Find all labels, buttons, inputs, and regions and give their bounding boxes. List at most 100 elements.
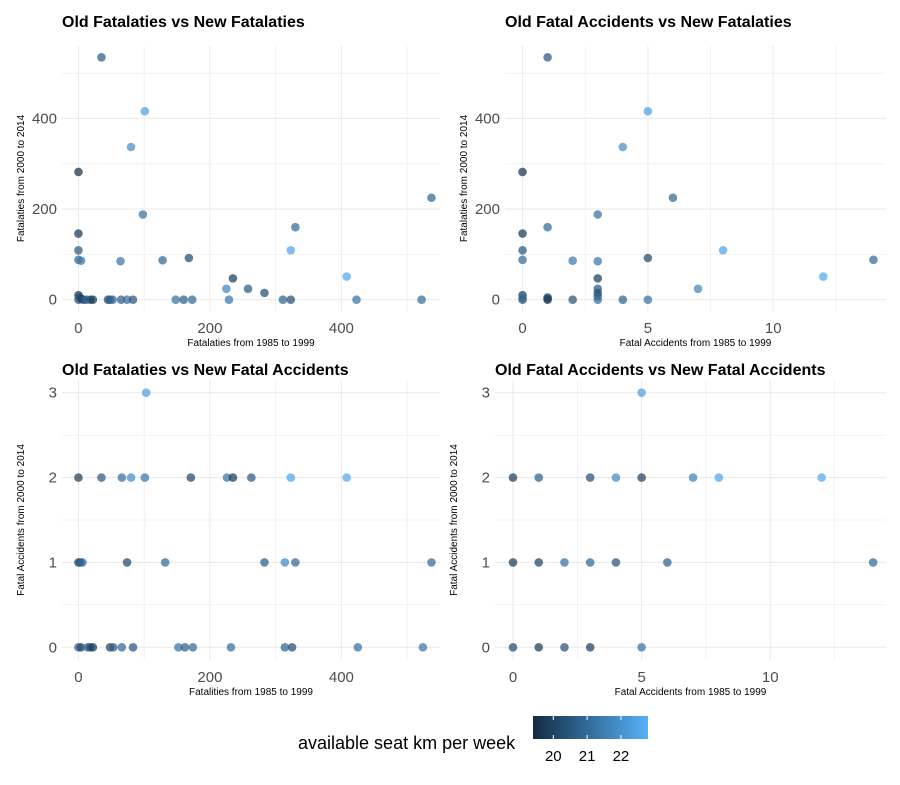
data-point [286, 473, 296, 482]
y-axis-label: Fatalaties from 2000 to 2014 [16, 114, 27, 242]
data-point [560, 558, 569, 567]
data-point [174, 642, 183, 652]
data-point [247, 473, 256, 482]
data-point [76, 642, 86, 652]
legend-ticks: 20 21 22 [545, 716, 629, 765]
data-point [128, 295, 138, 304]
y-tick-label: 0 [49, 639, 57, 656]
y-tick-label: 3 [49, 385, 57, 402]
y-tick-label: 3 [482, 385, 490, 402]
panel-3: Old Fatalaties vs New Fatal Accidents 0 20… [16, 362, 440, 698]
y-axis-label: Fatal Accidents from 2000 to 2014 [16, 444, 27, 596]
data-point [74, 167, 83, 177]
data-point [342, 473, 351, 482]
data-point [714, 473, 724, 482]
data-point [116, 256, 125, 266]
data-point [427, 193, 436, 203]
data-point [222, 284, 231, 294]
data-point [643, 253, 653, 263]
legend-title: available seat km per week [298, 733, 516, 753]
panel-title: Old Fatal Accidents vs New Fatalaties [505, 14, 792, 31]
data-point [97, 473, 106, 482]
data-point [280, 642, 290, 652]
data-point [76, 256, 86, 266]
x-axis-label: Fatalities from 1985 to 1999 [189, 687, 313, 698]
data-point [108, 295, 117, 304]
data-point [187, 295, 197, 304]
data-point [260, 558, 269, 567]
data-point [817, 473, 826, 482]
x-tick-label: 200 [197, 669, 222, 686]
legend-colorbar [533, 716, 648, 739]
x-tick-label: 0 [74, 669, 82, 686]
x-axis-label: Fatal Accidents from 1985 to 1999 [620, 338, 772, 349]
data-point [593, 274, 603, 283]
grid-lines [495, 380, 886, 660]
data-point [518, 255, 527, 265]
data-point [74, 473, 83, 482]
x-tick-label: 5 [644, 320, 652, 337]
grid-lines [62, 380, 440, 660]
legend-tick-label: 22 [613, 748, 630, 765]
data-point [585, 558, 595, 567]
data-point [611, 558, 621, 567]
data-point [543, 53, 552, 62]
x-tick-label: 400 [329, 320, 354, 337]
x-tick-label: 0 [518, 320, 526, 337]
data-point [88, 642, 98, 652]
data-point [186, 473, 196, 482]
data-point [291, 222, 300, 232]
data-point [260, 288, 269, 298]
data-point [122, 295, 132, 304]
data-point [226, 642, 236, 652]
data-point [693, 284, 703, 294]
panel-4: Old Fatal Accidents vs New Fatal Acciden… [449, 362, 886, 698]
x-tick-label: 5 [637, 669, 645, 686]
data-point [534, 642, 544, 652]
data-point [126, 142, 136, 152]
data-point [353, 642, 363, 652]
data-point [188, 642, 198, 652]
x-tick-label: 10 [765, 320, 782, 337]
data-point [534, 558, 544, 567]
data-point [508, 642, 518, 652]
data-point [637, 388, 646, 398]
data-point [126, 473, 136, 482]
data-point [352, 295, 361, 304]
data-point [543, 294, 552, 304]
data-point [637, 473, 646, 482]
data-point [518, 229, 527, 238]
data-point [418, 642, 428, 652]
data-point [171, 295, 181, 304]
data-points [518, 53, 878, 304]
data-point [138, 210, 148, 219]
data-point [74, 229, 83, 238]
panel-1: Old Fatalaties vs New Fatalaties 0 200 400 0… [16, 14, 440, 349]
x-tick-label: 0 [509, 669, 517, 686]
panel-title: Old Fatalaties vs New Fatalaties [62, 14, 305, 31]
legend-tick-label: 21 [579, 748, 596, 765]
data-point [534, 473, 544, 482]
data-point [508, 473, 518, 482]
data-point [117, 473, 127, 482]
y-tick-label: 0 [49, 292, 57, 309]
data-point [518, 167, 527, 177]
panels: Old Fatalaties vs New Fatalaties 0 200 400 0… [16, 14, 886, 698]
data-point [116, 295, 126, 304]
data-point [141, 388, 151, 398]
data-point [78, 558, 87, 567]
data-points [508, 388, 878, 652]
panel-title: Old Fatalaties vs New Fatal Accidents [62, 362, 349, 379]
legend: available seat km per week 20 21 22 [298, 716, 648, 765]
y-tick-label: 1 [49, 554, 57, 571]
y-axis-label: Fatalaties from 2000 to 2014 [459, 114, 470, 242]
data-point [508, 558, 518, 567]
data-point [611, 473, 621, 482]
data-point [224, 295, 234, 304]
data-point [228, 274, 238, 283]
data-point [228, 473, 238, 482]
data-point [140, 473, 150, 482]
data-point [868, 558, 878, 567]
data-point [417, 295, 426, 304]
